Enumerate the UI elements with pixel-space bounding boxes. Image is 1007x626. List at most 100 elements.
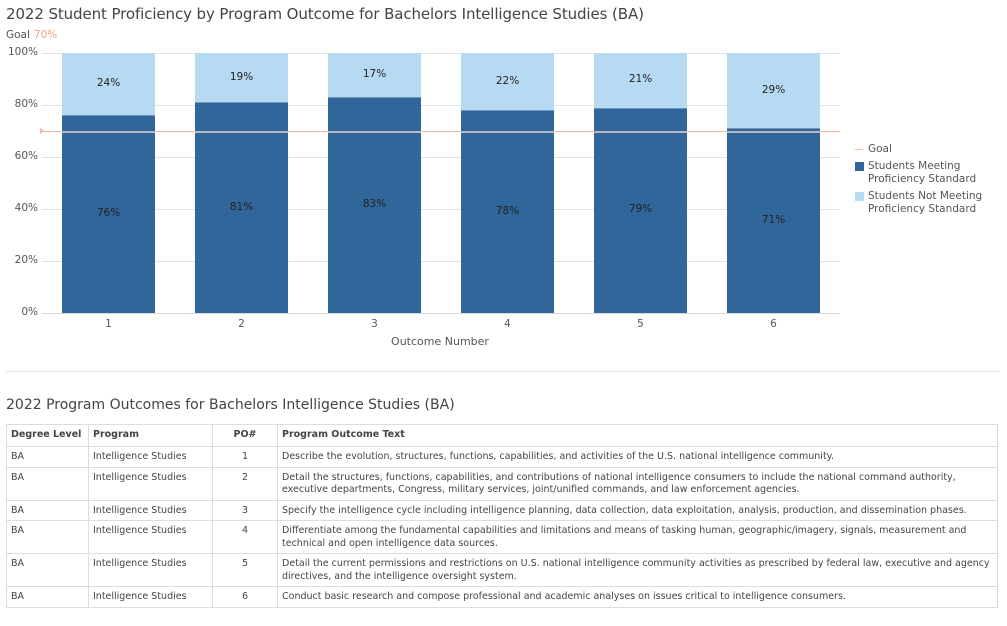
- cell-po-number: 2: [212, 466, 278, 501]
- table-row: BA Intelligence Studies 4 Differentiate …: [6, 520, 998, 554]
- y-tick: 0%: [21, 306, 38, 318]
- x-tick: 3: [371, 318, 378, 330]
- stacked-bar[interactable]: 29% 71%: [727, 53, 820, 313]
- bar-segment-meeting[interactable]: [594, 107, 687, 313]
- stacked-bar[interactable]: 17% 83%: [328, 53, 421, 313]
- bar-segment-meeting[interactable]: [328, 97, 421, 313]
- legend-item-goal[interactable]: Goal: [855, 143, 1007, 156]
- goal-value: 70%: [33, 29, 58, 41]
- cell-program: Intelligence Studies: [88, 520, 213, 554]
- column-header-program: Program: [88, 424, 213, 447]
- data-label-meeting: 79%: [628, 203, 653, 216]
- cell-outcome-text: Conduct basic research and compose profe…: [277, 586, 998, 608]
- data-label-meeting: 83%: [362, 198, 387, 211]
- x-tick: 5: [637, 318, 644, 330]
- chart-legend: Goal Students Meeting Proficiency Standa…: [855, 143, 1007, 220]
- data-label-not-meeting: 17%: [362, 68, 387, 81]
- not-meeting-swatch-icon: [855, 192, 864, 201]
- cell-degree-level: BA: [6, 553, 89, 587]
- bar-segment-not-meeting[interactable]: [328, 53, 421, 98]
- y-tick: 40%: [14, 202, 38, 214]
- bar-segment-not-meeting[interactable]: [727, 53, 820, 129]
- gridline: [42, 157, 840, 158]
- legend-item-meeting[interactable]: Students Meeting Proficiency Standard: [855, 160, 993, 186]
- table-title: 2022 Program Outcomes for Bachelors Inte…: [6, 397, 455, 413]
- cell-po-number: 6: [212, 586, 278, 608]
- cell-degree-level: BA: [6, 499, 89, 521]
- stacked-bar[interactable]: 22% 78%: [461, 53, 554, 313]
- data-label-meeting: 81%: [229, 200, 254, 213]
- cell-outcome-text: Describe the evolution, structures, func…: [277, 446, 998, 468]
- cell-outcome-text: Detail the current permissions and restr…: [277, 553, 998, 587]
- bar-segment-meeting[interactable]: [461, 110, 554, 313]
- cell-po-number: 5: [212, 553, 278, 587]
- legend-item-not-meeting[interactable]: Students Not Meeting Proficiency Standar…: [855, 190, 1007, 216]
- legend-label: Goal: [868, 143, 892, 155]
- data-label-not-meeting: 21%: [628, 73, 653, 86]
- goal-line-over-bar: [727, 130, 820, 133]
- bar-segment-not-meeting[interactable]: [461, 53, 554, 111]
- section-divider: [6, 371, 1000, 372]
- cell-program: Intelligence Studies: [88, 499, 213, 521]
- cell-outcome-text: Differentiate among the fundamental capa…: [277, 520, 998, 554]
- table-row: BA Intelligence Studies 3 Specify the in…: [6, 499, 998, 521]
- goal-marker-icon: [40, 128, 44, 134]
- y-tick: 20%: [14, 254, 38, 266]
- goal-line: [42, 131, 840, 132]
- x-axis-line: [42, 313, 840, 314]
- bar-segment-meeting[interactable]: [727, 128, 820, 313]
- gridline: [42, 261, 840, 262]
- cell-po-number: 1: [212, 446, 278, 468]
- x-tick: 1: [105, 318, 112, 330]
- table-row: BA Intelligence Studies 6 Conduct basic …: [6, 586, 998, 608]
- column-header-po-number: PO#: [212, 424, 278, 447]
- x-axis-label: Outcome Number: [391, 335, 489, 348]
- cell-program: Intelligence Studies: [88, 446, 213, 468]
- column-header-degree-level: Degree Level: [6, 424, 89, 447]
- cell-degree-level: BA: [6, 586, 89, 608]
- stacked-bar[interactable]: 24% 76%: [62, 53, 155, 313]
- cell-program: Intelligence Studies: [88, 586, 213, 608]
- cell-program: Intelligence Studies: [88, 553, 213, 587]
- goal-line-over-bar: [195, 130, 288, 133]
- y-tick: 60%: [14, 150, 38, 162]
- data-label-not-meeting: 29%: [761, 83, 786, 96]
- table-header-row: Degree Level Program PO# Program Outcome…: [6, 424, 998, 447]
- data-label-meeting: 71%: [761, 213, 786, 226]
- x-tick: 2: [238, 318, 245, 330]
- goal-line-over-bar: [594, 130, 687, 133]
- stacked-bar[interactable]: 21% 79%: [594, 53, 687, 313]
- bar-segment-not-meeting[interactable]: [195, 53, 288, 103]
- goal-line-over-bar: [461, 130, 554, 133]
- data-label-meeting: 78%: [495, 204, 520, 217]
- table-row: BA Intelligence Studies 5 Detail the cur…: [6, 553, 998, 587]
- gridline: [42, 209, 840, 210]
- legend-label: Students Not Meeting Proficiency Standar…: [868, 190, 983, 215]
- goal-label: Goal: [6, 29, 30, 41]
- bar-segment-meeting[interactable]: [62, 115, 155, 313]
- goal-summary: Goal 70%: [6, 29, 57, 41]
- bar-segment-meeting[interactable]: [195, 102, 288, 313]
- goal-line-swatch-icon: [855, 149, 863, 150]
- table-row: BA Intelligence Studies 1 Describe the e…: [6, 446, 998, 468]
- goal-line-over-bar: [328, 130, 421, 133]
- bar-segment-not-meeting[interactable]: [62, 53, 155, 116]
- table-row: BA Intelligence Studies 2 Detail the str…: [6, 466, 998, 501]
- column-header-outcome-text: Program Outcome Text: [277, 424, 998, 447]
- chart-title: 2022 Student Proficiency by Program Outc…: [6, 5, 644, 23]
- cell-degree-level: BA: [6, 446, 89, 468]
- program-outcomes-table: Degree Level Program PO# Program Outcome…: [6, 424, 998, 608]
- legend-label: Students Meeting Proficiency Standard: [868, 160, 977, 185]
- goal-line-over-bar: [62, 130, 155, 133]
- stacked-bar[interactable]: 19% 81%: [195, 53, 288, 313]
- cell-outcome-text: Detail the structures, functions, capabi…: [277, 466, 998, 501]
- data-label-not-meeting: 22%: [495, 74, 520, 87]
- bar-segment-not-meeting[interactable]: [594, 53, 687, 108]
- cell-program: Intelligence Studies: [88, 466, 213, 501]
- y-tick: 100%: [7, 46, 38, 58]
- cell-degree-level: BA: [6, 466, 89, 501]
- cell-po-number: 3: [212, 499, 278, 521]
- x-tick: 4: [504, 318, 511, 330]
- gridline: [42, 105, 840, 106]
- y-tick: 80%: [14, 98, 38, 110]
